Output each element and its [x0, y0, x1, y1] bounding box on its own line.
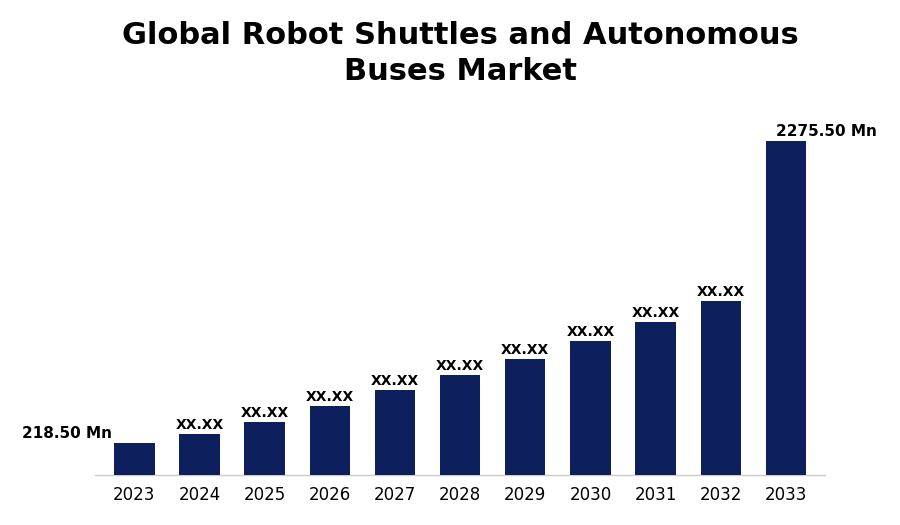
Text: XX.XX: XX.XX	[371, 374, 419, 387]
Text: XX.XX: XX.XX	[176, 418, 223, 432]
Text: XX.XX: XX.XX	[566, 325, 615, 339]
Text: XX.XX: XX.XX	[501, 343, 549, 357]
Bar	[635, 322, 676, 475]
Text: XX.XX: XX.XX	[632, 306, 680, 320]
Text: XX.XX: XX.XX	[436, 359, 484, 373]
Text: XX.XX: XX.XX	[697, 285, 745, 299]
Text: XX.XX: XX.XX	[240, 406, 289, 420]
Title: Global Robot Shuttles and Autonomous
Buses Market: Global Robot Shuttles and Autonomous Bus…	[122, 21, 798, 86]
Bar	[505, 359, 545, 475]
Bar	[245, 422, 285, 475]
Bar	[571, 341, 610, 475]
Bar	[374, 390, 415, 475]
Text: 218.50 Mn: 218.50 Mn	[22, 426, 112, 441]
Bar	[766, 141, 806, 475]
Bar	[310, 406, 350, 475]
Bar	[114, 443, 155, 475]
Bar	[179, 434, 220, 475]
Bar	[700, 301, 741, 475]
Text: 2275.50 Mn: 2275.50 Mn	[776, 124, 877, 139]
Text: XX.XX: XX.XX	[306, 390, 354, 404]
Bar	[440, 375, 481, 475]
